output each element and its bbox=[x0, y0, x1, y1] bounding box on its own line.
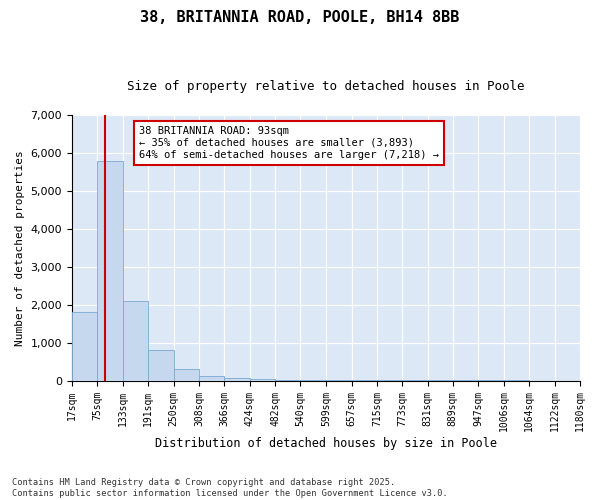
X-axis label: Distribution of detached houses by size in Poole: Distribution of detached houses by size … bbox=[155, 437, 497, 450]
Text: 38 BRITANNIA ROAD: 93sqm
← 35% of detached houses are smaller (3,893)
64% of sem: 38 BRITANNIA ROAD: 93sqm ← 35% of detach… bbox=[139, 126, 439, 160]
Bar bbox=[148, 350, 173, 380]
Bar bbox=[224, 378, 250, 380]
Text: 38, BRITANNIA ROAD, POOLE, BH14 8BB: 38, BRITANNIA ROAD, POOLE, BH14 8BB bbox=[140, 10, 460, 25]
Y-axis label: Number of detached properties: Number of detached properties bbox=[15, 150, 25, 346]
Title: Size of property relative to detached houses in Poole: Size of property relative to detached ho… bbox=[127, 80, 525, 93]
Bar bbox=[97, 160, 122, 380]
Bar bbox=[72, 312, 97, 380]
Bar bbox=[173, 369, 199, 380]
Bar bbox=[122, 301, 148, 380]
Text: Contains HM Land Registry data © Crown copyright and database right 2025.
Contai: Contains HM Land Registry data © Crown c… bbox=[12, 478, 448, 498]
Bar bbox=[250, 379, 275, 380]
Bar bbox=[199, 376, 224, 380]
